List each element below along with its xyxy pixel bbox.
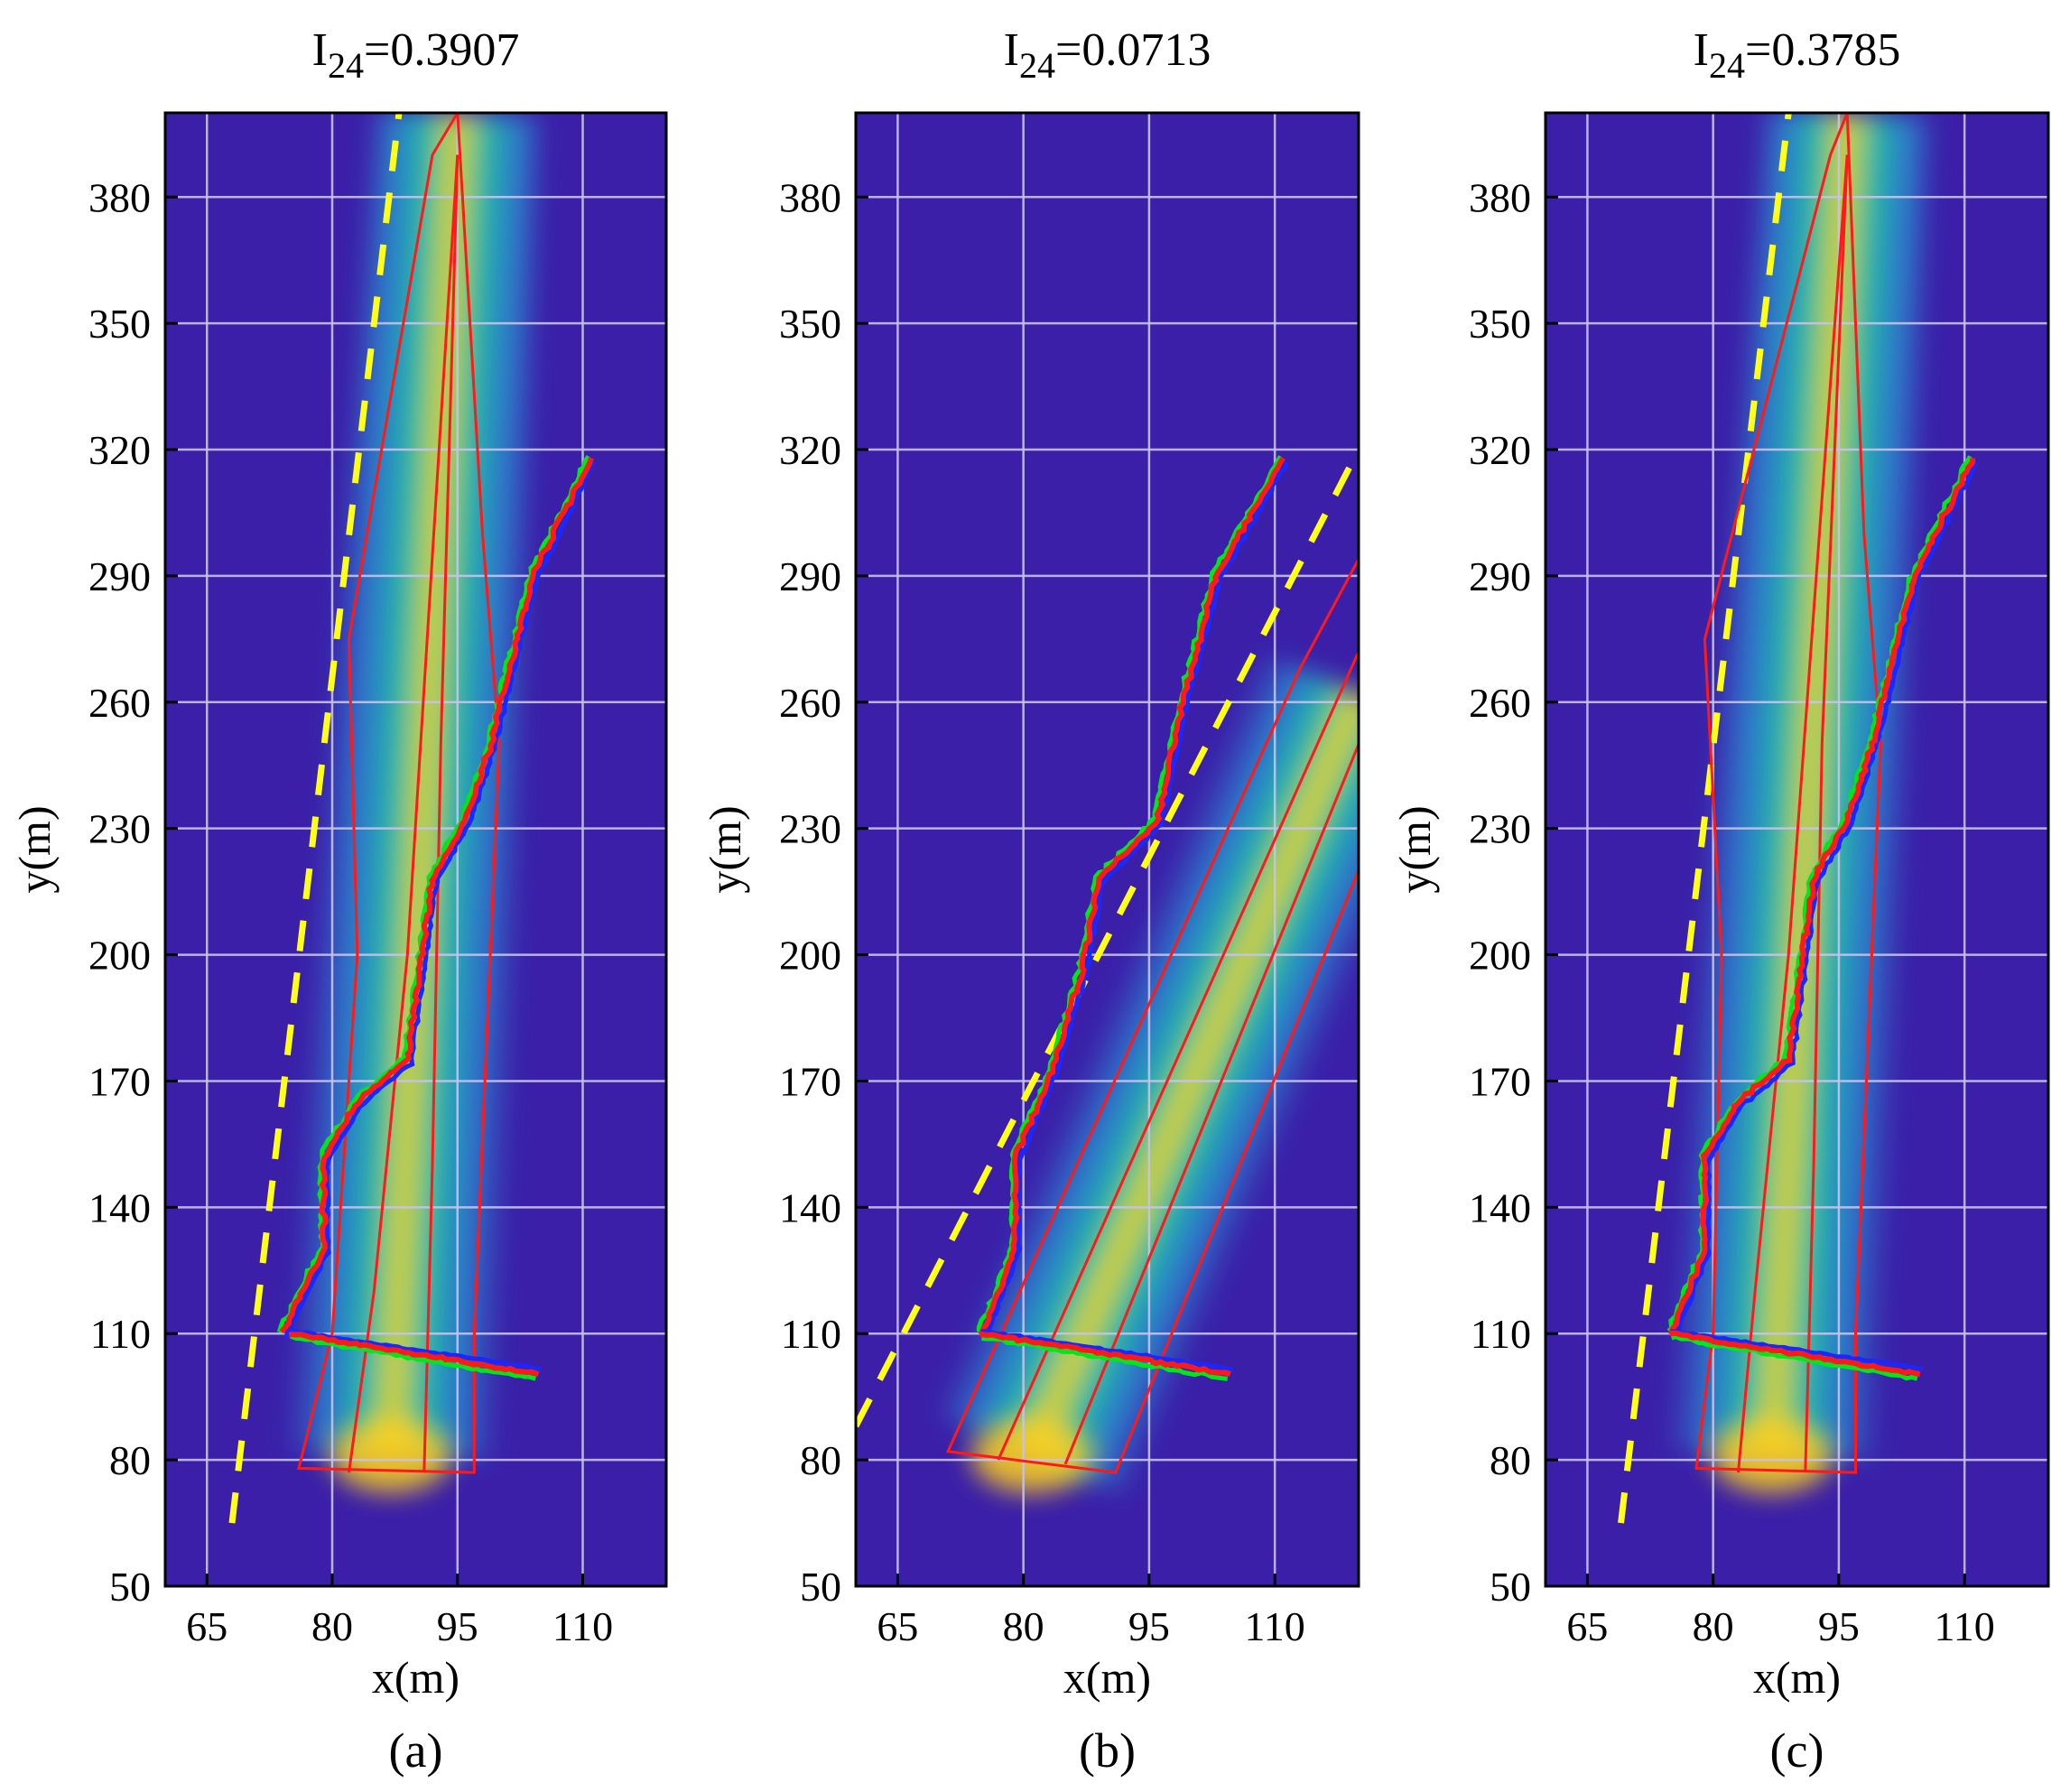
axes-frame bbox=[854, 111, 1360, 1588]
y-tick-label: 110 bbox=[781, 1311, 841, 1357]
panel-title: I24=0.3907 bbox=[312, 24, 520, 86]
envelope-inner-line bbox=[1804, 154, 1849, 1473]
y-tick-label: 50 bbox=[109, 1564, 151, 1610]
plume-source bbox=[330, 1418, 451, 1493]
y-tick-label: 80 bbox=[109, 1437, 151, 1483]
y-tick-label: 140 bbox=[1469, 1184, 1531, 1230]
x-tick-label: 65 bbox=[186, 1603, 227, 1649]
crossing-line-blue bbox=[1670, 1329, 1923, 1371]
x-tick-label: 110 bbox=[1245, 1603, 1305, 1649]
boundary-contour-red bbox=[1668, 457, 1976, 1335]
y-tick-label: 320 bbox=[1469, 427, 1531, 473]
envelope-polygon bbox=[1694, 113, 1882, 1474]
plume-concentration bbox=[933, 651, 1359, 1499]
y-tick-label: 170 bbox=[1469, 1058, 1531, 1104]
panel-title: I24=0.3785 bbox=[1694, 24, 1901, 86]
x-tick-label: 95 bbox=[437, 1603, 478, 1649]
dashed-reference-line bbox=[228, 113, 403, 1524]
crossing-line-red bbox=[1670, 1330, 1921, 1378]
x-axis-label: x(m) bbox=[372, 1652, 459, 1703]
boundary-contour-red bbox=[978, 456, 1286, 1336]
envelope-polygon bbox=[297, 113, 501, 1474]
dashed-reference-line bbox=[1618, 113, 1792, 1524]
crossing-line-red bbox=[289, 1332, 540, 1378]
envelope-polygon bbox=[945, 558, 1359, 1474]
crossing-line-green bbox=[289, 1333, 536, 1381]
y-tick-label: 170 bbox=[779, 1058, 841, 1104]
envelope-inner-line bbox=[997, 651, 1359, 1461]
y-tick-label: 260 bbox=[1469, 680, 1531, 726]
panel-label: (a) bbox=[389, 1723, 443, 1778]
y-tick-label: 200 bbox=[88, 933, 151, 979]
dashed-reference-line bbox=[856, 448, 1359, 1428]
envelope-inner-line bbox=[348, 154, 459, 1473]
crossing-line-green bbox=[981, 1336, 1228, 1381]
envelope-inner-line bbox=[1737, 154, 1849, 1473]
y-tick-label: 50 bbox=[1490, 1564, 1531, 1610]
y-tick-label: 380 bbox=[1469, 174, 1531, 220]
y-axis-label: y(m) bbox=[700, 805, 750, 893]
y-axis-label: y(m) bbox=[1389, 805, 1440, 893]
crossing-line-green bbox=[1670, 1334, 1918, 1381]
panel-title: I24=0.0713 bbox=[1004, 24, 1211, 86]
x-tick-label: 80 bbox=[1693, 1603, 1734, 1649]
y-tick-label: 260 bbox=[88, 680, 151, 726]
y-tick-label: 380 bbox=[88, 174, 151, 220]
x-tick-label: 65 bbox=[877, 1603, 918, 1649]
y-tick-label: 260 bbox=[779, 680, 841, 726]
boundary-contour-green bbox=[276, 455, 590, 1333]
y-tick-label: 140 bbox=[88, 1184, 151, 1230]
x-axis-label: x(m) bbox=[1063, 1652, 1151, 1703]
x-axis-label: x(m) bbox=[1753, 1652, 1841, 1703]
y-tick-label: 80 bbox=[1490, 1437, 1531, 1483]
boundary-contour-blue bbox=[1674, 460, 1979, 1339]
y-axis-label: y(m) bbox=[9, 805, 60, 893]
x-tick-label: 80 bbox=[1003, 1603, 1044, 1649]
panel-b: 65 80 95 110 50 80 110 140 170 200 230 260 290 320 350… bbox=[700, 24, 1360, 1778]
panel-label: (b) bbox=[1079, 1723, 1136, 1778]
y-tick-label: 230 bbox=[1469, 806, 1531, 852]
y-tick-label: 290 bbox=[779, 553, 841, 599]
panel-label: (c) bbox=[1770, 1723, 1824, 1778]
y-tick-label: 350 bbox=[779, 301, 841, 347]
y-tick-label: 50 bbox=[800, 1564, 841, 1610]
x-tick-label: 110 bbox=[552, 1603, 613, 1649]
y-tick-label: 110 bbox=[1471, 1311, 1531, 1357]
y-tick-label: 200 bbox=[1469, 933, 1531, 979]
panel-c: 65 80 95 110 50 80 110 140 170 200 230 260 290 320 350… bbox=[1389, 24, 2050, 1778]
panel-a: 65 80 95 110 50 80 110 140 170 200 230 260 290 320 350… bbox=[9, 24, 668, 1778]
y-tick-label: 290 bbox=[88, 553, 151, 599]
y-tick-label: 140 bbox=[779, 1184, 841, 1230]
y-tick-label: 320 bbox=[88, 427, 151, 473]
x-tick-label: 95 bbox=[1818, 1603, 1860, 1649]
y-tick-label: 80 bbox=[800, 1437, 841, 1483]
y-tick-label: 230 bbox=[779, 806, 841, 852]
y-tick-label: 350 bbox=[1469, 301, 1531, 347]
x-tick-label: 80 bbox=[311, 1603, 353, 1649]
boundary-contour-red bbox=[279, 457, 594, 1334]
y-tick-label: 110 bbox=[90, 1311, 151, 1357]
crossing-line-red bbox=[979, 1331, 1231, 1378]
y-tick-label: 320 bbox=[779, 427, 841, 473]
x-tick-label: 110 bbox=[1935, 1603, 1995, 1649]
y-tick-label: 350 bbox=[88, 301, 151, 347]
envelope-inner-line bbox=[1063, 743, 1359, 1465]
y-tick-label: 200 bbox=[779, 933, 841, 979]
y-tick-label: 230 bbox=[88, 806, 151, 852]
axes-frame bbox=[1544, 111, 2050, 1588]
envelope-inner-line bbox=[422, 154, 459, 1473]
axes-frame bbox=[163, 111, 668, 1588]
y-tick-label: 170 bbox=[88, 1058, 151, 1104]
plume-source bbox=[1711, 1418, 1833, 1493]
plume-source bbox=[971, 1418, 1092, 1493]
x-tick-label: 65 bbox=[1566, 1603, 1608, 1649]
boundary-contour-green bbox=[976, 455, 1283, 1332]
x-tick-label: 95 bbox=[1128, 1603, 1170, 1649]
y-tick-label: 380 bbox=[779, 174, 841, 220]
y-tick-label: 290 bbox=[1469, 553, 1531, 599]
